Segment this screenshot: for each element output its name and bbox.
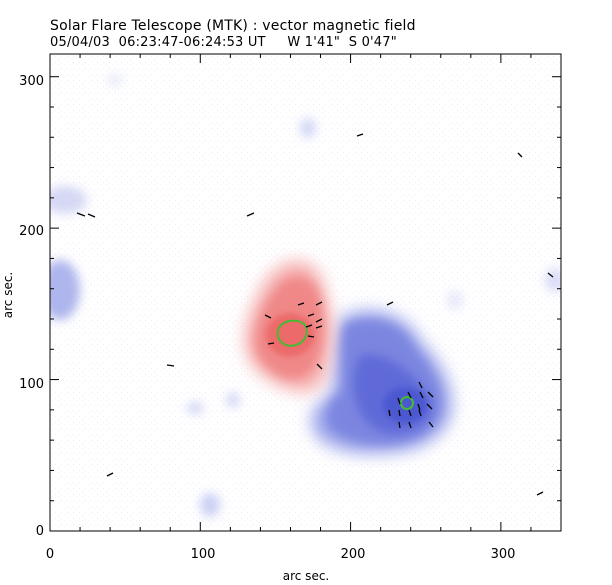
chart-subtitle: 05/04/03 06:23:47-06:24:53 UT W 1'41" S … [50, 35, 397, 50]
x-tick-100: 100 [191, 547, 216, 562]
axis-ticks [49, 54, 562, 532]
y-axis-label: arc sec. [1, 272, 15, 318]
flux-contours [276, 319, 414, 410]
y-tick-0: 0 [36, 524, 44, 539]
y-tick-200: 200 [19, 224, 44, 239]
plot-frame [49, 53, 562, 532]
contour-negative [400, 396, 414, 410]
contour-positive [276, 319, 308, 347]
x-tick-0: 0 [46, 547, 54, 562]
positive-polarity-region [244, 260, 333, 392]
y-tick-100: 100 [19, 377, 44, 392]
faint-negative-patches [50, 74, 561, 517]
chart-title: Solar Flare Telescope (MTK) : vector mag… [50, 18, 416, 34]
magnetogram-image [50, 54, 561, 531]
x-tick-300: 300 [491, 547, 516, 562]
field-vectors [76, 133, 554, 496]
negative-polarity-region [311, 310, 453, 455]
x-tick-200: 200 [341, 547, 366, 562]
y-tick-300: 300 [19, 74, 44, 89]
x-axis-label: arc sec. [283, 569, 329, 583]
